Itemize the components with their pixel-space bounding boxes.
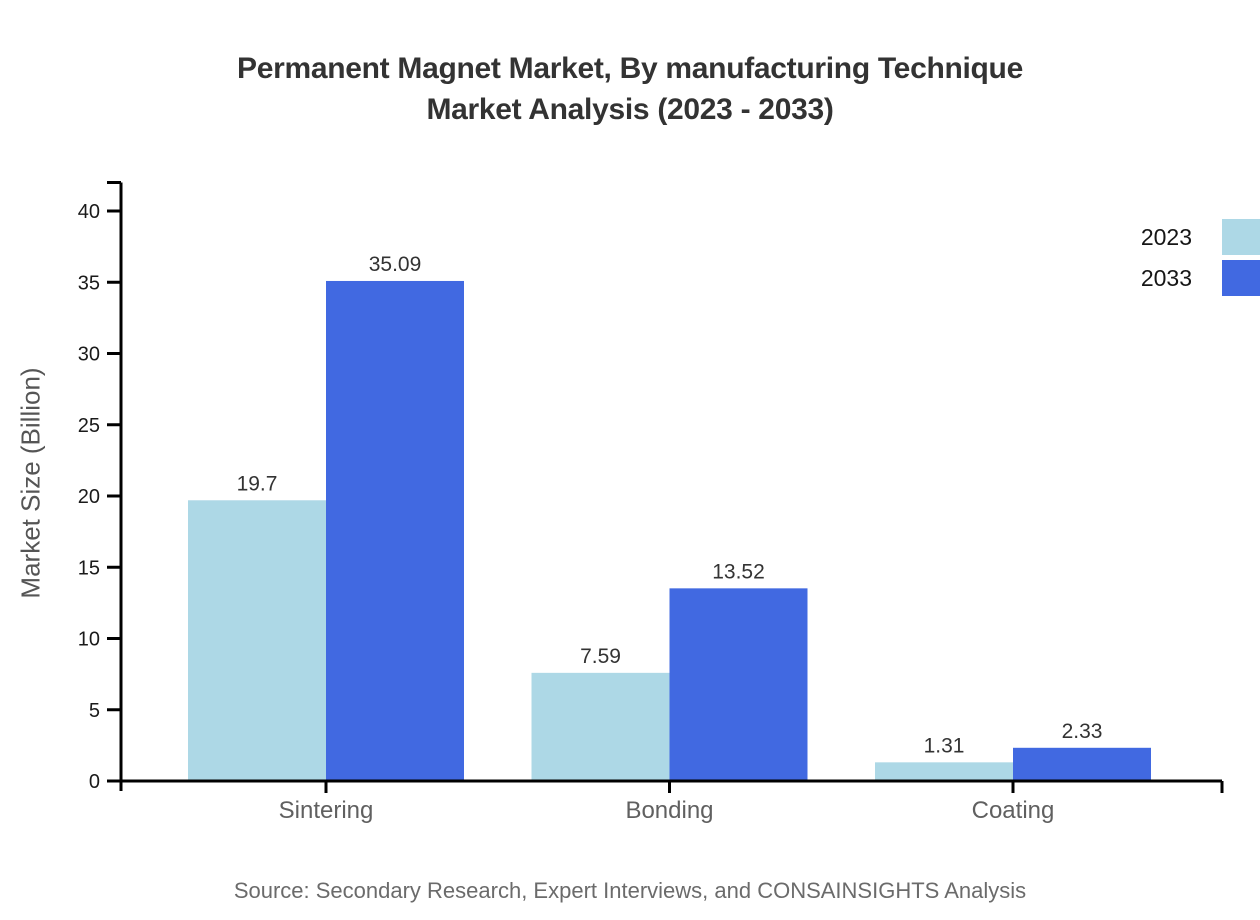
legend-label-2023: 2023	[1140, 223, 1192, 250]
legend-swatch-2033-icon	[1222, 260, 1260, 296]
bar-2023-sintering[interactable]	[188, 500, 326, 781]
value-label-2033-bonding: 13.52	[712, 560, 765, 583]
x-axis-label-coating: Coating	[972, 797, 1055, 824]
value-label-2033-sintering: 35.09	[369, 253, 422, 276]
bar-2023-coating[interactable]	[875, 762, 1013, 781]
chart-title-line2: Market Analysis (2023 - 2033)	[426, 93, 834, 126]
value-label-2023-bonding: 7.59	[580, 645, 621, 668]
legend-item-2023[interactable]: 2023	[1141, 219, 1260, 255]
bar-2033-bonding[interactable]	[669, 588, 808, 781]
x-axis-label-bonding: Bonding	[625, 797, 713, 824]
legend-item-2033[interactable]: 2033	[1141, 260, 1260, 296]
chart-title-line1: Permanent Magnet Market, By manufacturin…	[237, 52, 1023, 85]
y-tick-label-20: 20	[78, 486, 100, 508]
y-tick-label-35: 35	[78, 272, 100, 294]
bar-2033-sintering[interactable]	[326, 280, 464, 781]
y-tick-label-0: 0	[89, 771, 100, 793]
y-tick-label-10: 10	[78, 629, 100, 651]
legend-label-2033: 2033	[1140, 264, 1192, 291]
legend: 2023 2033	[1141, 219, 1260, 301]
chart-title: Permanent Magnet Market, By manufacturin…	[0, 48, 1260, 130]
x-axis-label-sintering: Sintering	[279, 797, 374, 824]
value-label-2023-coating: 1.31	[924, 734, 965, 757]
y-tick-label-30: 30	[78, 344, 100, 366]
source-note: Source: Secondary Research, Expert Inter…	[233, 878, 1027, 903]
bar-2033-coating[interactable]	[1013, 747, 1151, 781]
y-tick-label-5: 5	[89, 700, 100, 722]
y-tick-label-40: 40	[78, 201, 100, 223]
value-label-2023-sintering: 19.7	[237, 472, 278, 495]
legend-swatch-2023-icon	[1222, 219, 1260, 255]
bar-2023-bonding[interactable]	[531, 672, 670, 781]
y-tick-label-25: 25	[78, 415, 100, 437]
value-label-2033-coating: 2.33	[1062, 720, 1103, 743]
y-tick-label-15: 15	[78, 557, 100, 579]
